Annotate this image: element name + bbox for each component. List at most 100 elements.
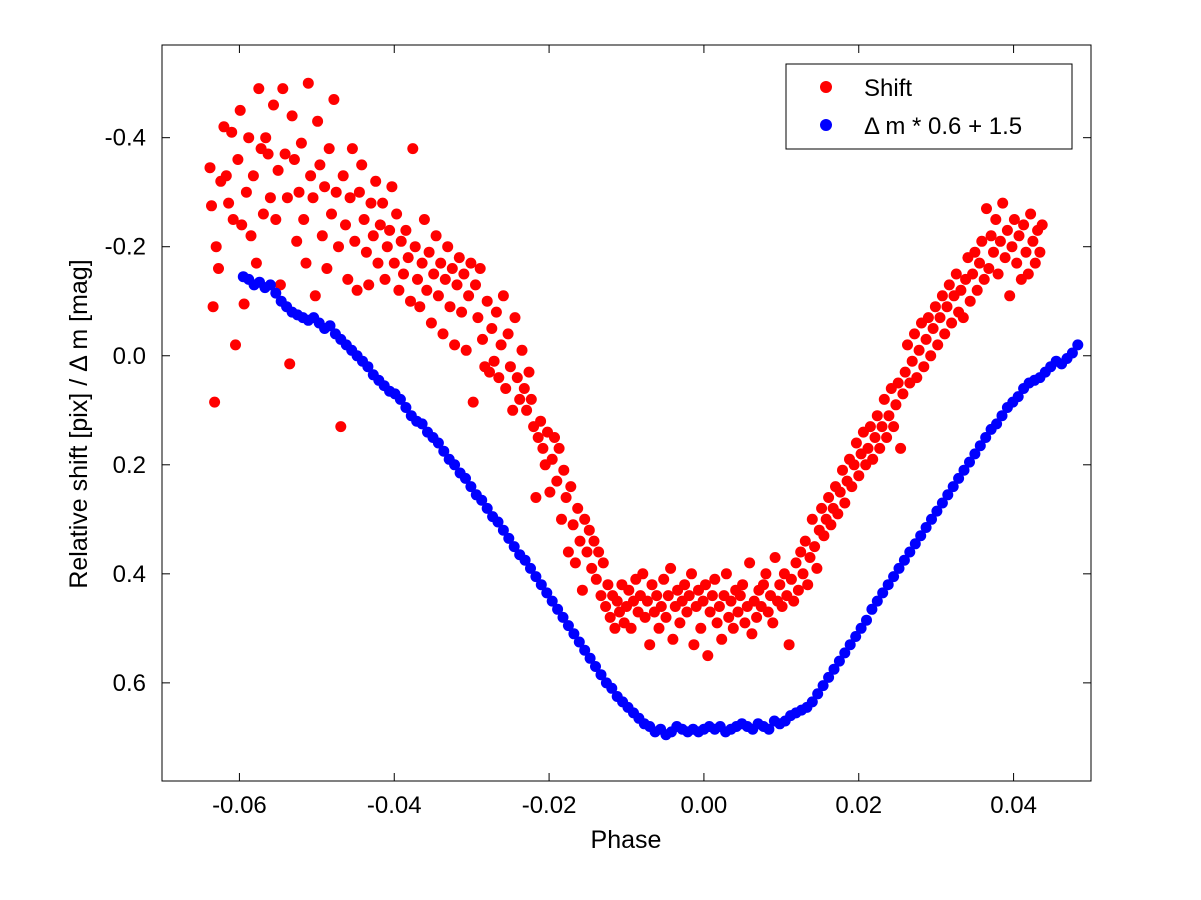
- shift-point-148: [546, 453, 558, 465]
- delta-m-point-39: [449, 459, 461, 471]
- shift-point-39: [293, 186, 305, 198]
- shift-point-271: [832, 508, 844, 520]
- delta-m-point-23: [362, 361, 374, 373]
- shift-point-67: [358, 214, 370, 225]
- shift-point-257: [799, 535, 811, 547]
- y-tick-label-3: 0.2: [113, 452, 146, 479]
- delta-m-point-65: [590, 661, 601, 672]
- delta-m-point-153: [1066, 347, 1078, 359]
- delta-m-point-47: [492, 516, 504, 528]
- shift-point-196: [658, 573, 670, 585]
- shift-point-83: [395, 235, 407, 247]
- shift-point-64: [351, 284, 363, 296]
- shift-point-20: [247, 170, 259, 182]
- shift-point-160: [574, 535, 586, 547]
- delta-m-point-119: [882, 579, 894, 591]
- shift-point-324: [955, 284, 967, 296]
- shift-point-182: [625, 622, 637, 634]
- shift-point-134: [514, 393, 526, 405]
- legend: Shift Δ m * 0.6 + 1.5: [785, 63, 1073, 150]
- shift-point-199: [665, 562, 677, 574]
- shift-point-247: [776, 601, 788, 612]
- shift-point-74: [374, 219, 386, 231]
- shift-point-303: [906, 355, 918, 367]
- delta-m-point-63: [579, 644, 591, 656]
- shift-point-10: [226, 126, 238, 138]
- shift-point-166: [588, 535, 600, 547]
- shift-point-206: [681, 606, 693, 618]
- delta-m-point-68: [606, 682, 618, 694]
- shift-point-38: [291, 235, 303, 247]
- shift-point-125: [493, 372, 505, 384]
- shift-point-16: [238, 298, 250, 310]
- shift-point-112: [463, 290, 475, 302]
- shift-point-291: [878, 393, 890, 405]
- shift-point-108: [453, 252, 465, 264]
- shift-point-228: [732, 606, 744, 618]
- shift-point-322: [950, 268, 962, 280]
- shift-point-220: [713, 601, 725, 612]
- shift-point-256: [797, 568, 809, 580]
- delta-m-point-29: [394, 393, 406, 405]
- shift-point-309: [920, 333, 932, 345]
- legend-label-shift: Shift: [864, 75, 912, 102]
- shift-point-188: [639, 611, 651, 623]
- y-axis-label: Relative shift [pix] / Δ m [mag]: [65, 259, 93, 588]
- shift-point-95: [423, 246, 435, 258]
- shift-point-73: [372, 257, 384, 269]
- shift-point-241: [762, 606, 774, 618]
- shift-point-320: [946, 317, 958, 329]
- shift-point-60: [342, 273, 354, 285]
- shift-point-4: [210, 241, 222, 253]
- shift-point-189: [641, 595, 653, 607]
- shift-point-94: [421, 284, 433, 296]
- shift-point-330: [969, 246, 981, 258]
- shift-point-236: [751, 611, 763, 623]
- delta-m-point-54: [530, 571, 542, 583]
- delta-m-point-16: [324, 320, 336, 332]
- shift-point-32: [277, 83, 289, 95]
- shift-point-121: [484, 366, 495, 378]
- shift-point-70: [365, 197, 377, 209]
- shift-point-310: [922, 312, 934, 324]
- shift-point-93: [418, 214, 430, 225]
- shift-point-66: [356, 159, 368, 171]
- shift-point-209: [688, 639, 700, 651]
- delta-m-point-143: [1012, 391, 1024, 403]
- shift-point-147: [544, 486, 556, 498]
- shift-point-203: [674, 617, 686, 629]
- delta-m-point-136: [974, 440, 986, 452]
- delta-m-point-56: [541, 587, 553, 599]
- shift-point-297: [892, 377, 904, 389]
- y-tick-label-0: -0.4: [105, 125, 146, 152]
- delta-m-point-116: [866, 603, 878, 615]
- shift-point-216: [704, 606, 716, 618]
- shift-point-144: [537, 442, 549, 454]
- delta-m-point-132: [953, 472, 965, 484]
- shift-point-268: [825, 519, 837, 531]
- shift-point-359: [1036, 219, 1048, 231]
- delta-m-point-55: [535, 579, 547, 591]
- shift-point-253: [790, 557, 802, 569]
- shift-point-96: [425, 317, 437, 329]
- shift-point-311: [925, 350, 937, 362]
- delta-m-point-135: [969, 448, 981, 460]
- shift-point-272: [834, 486, 846, 498]
- delta-m-point-109: [828, 663, 840, 675]
- shift-point-336: [983, 263, 995, 274]
- delta-m-point-137: [980, 432, 992, 443]
- shift-point-341: [994, 235, 1006, 247]
- shift-point-259: [804, 552, 816, 563]
- shift-point-9: [223, 197, 235, 209]
- shift-point-274: [839, 497, 851, 509]
- shift-point-105: [446, 263, 458, 274]
- delta-m-point-133: [958, 464, 970, 476]
- shift-point-56: [333, 241, 344, 253]
- shift-point-114: [467, 396, 479, 408]
- shift-point-15: [236, 219, 248, 231]
- shift-point-292: [881, 432, 893, 443]
- shift-point-159: [572, 502, 584, 514]
- delta-m-point-33: [416, 418, 428, 430]
- shift-point-49: [316, 230, 328, 242]
